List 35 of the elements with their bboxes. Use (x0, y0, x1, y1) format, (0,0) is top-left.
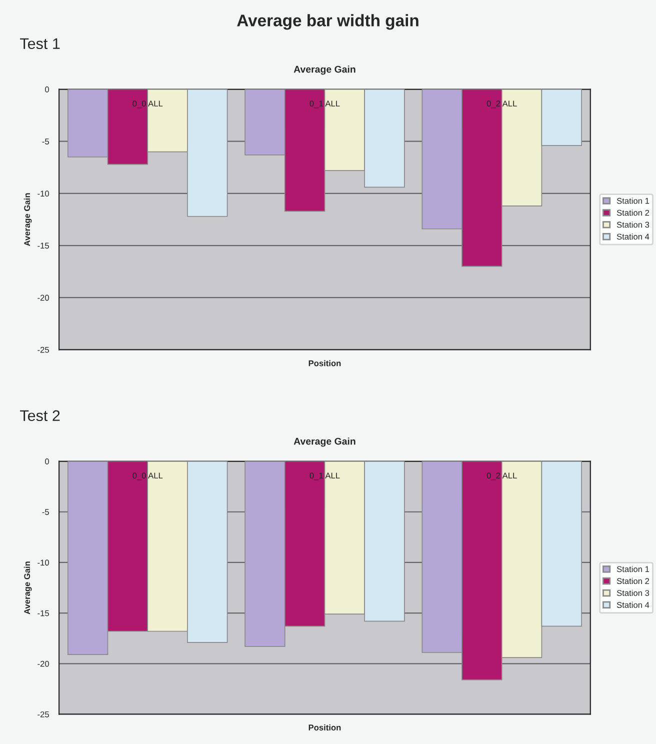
y-tick-label: -10 (38, 560, 49, 566)
legend-label: Station 4 (616, 234, 650, 240)
legend-label: Station 3 (616, 590, 650, 596)
x-axis-title: Position (308, 360, 341, 366)
legend-label: Station 4 (616, 602, 650, 608)
chart-title: Average Gain (294, 66, 356, 75)
y-axis-title: Average Gain (24, 562, 32, 614)
text: Test 1 (20, 38, 60, 50)
legend-label: Station 1 (616, 566, 650, 572)
y-tick-label: 0 (45, 458, 49, 464)
x-tick-label: 0_1 ALL (310, 472, 340, 480)
x-tick-label: 0_1 ALL (310, 100, 340, 108)
legend-label: Station 2 (616, 578, 650, 584)
y-tick-label: -5 (42, 138, 49, 144)
legend-label: Station 1 (616, 198, 650, 204)
y-tick-label: 0 (45, 86, 49, 92)
y-tick-label: -25 (38, 346, 49, 353)
y-tick-label: -15 (38, 610, 49, 616)
legend-label: Station 3 (616, 222, 650, 228)
y-tick-label: -5 (42, 509, 49, 515)
x-tick-label: 0_0 ALL (132, 100, 163, 108)
x-tick-label: 0_0 ALL (132, 472, 163, 480)
text: Test 2 (20, 410, 60, 422)
y-tick-label: -20 (38, 294, 49, 301)
y-tick-label: -10 (38, 190, 49, 197)
y-tick-label: -25 (38, 711, 49, 718)
text: Average bar width gain (237, 14, 418, 30)
legend-label: Station 2 (616, 210, 650, 216)
chart-title: Average Gain (294, 438, 356, 447)
x-tick-label: 0_2 ALL (486, 100, 517, 108)
x-axis-title: Position (308, 724, 341, 730)
x-tick-label: 0_2 ALL (486, 472, 517, 480)
y-tick-label: -20 (38, 660, 49, 667)
y-tick-label: -15 (38, 242, 49, 249)
y-axis-title: Average Gain (24, 193, 32, 246)
